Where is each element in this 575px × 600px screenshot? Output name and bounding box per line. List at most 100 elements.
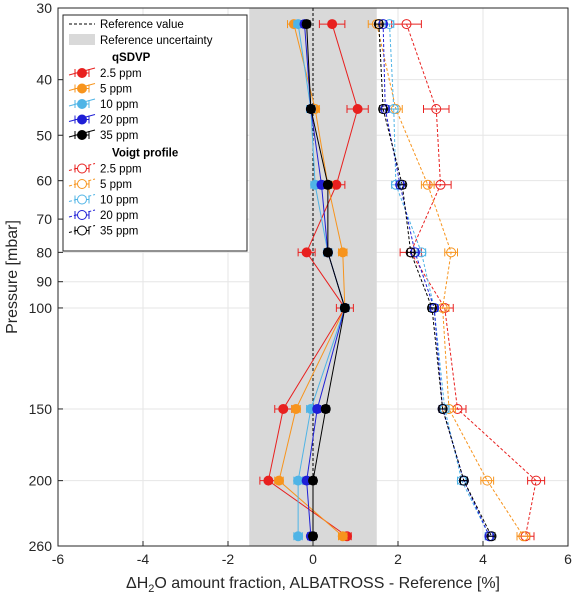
data-point bbox=[293, 475, 304, 486]
y-tick-label: 260 bbox=[29, 538, 53, 554]
y-tick-label: 200 bbox=[29, 473, 53, 489]
data-point bbox=[518, 531, 529, 542]
legend-marker bbox=[77, 179, 87, 189]
legend-series-label: 2.5 ppm bbox=[100, 164, 142, 176]
data-point bbox=[312, 403, 323, 414]
data-point bbox=[308, 475, 318, 486]
data-point bbox=[339, 302, 350, 313]
data-point bbox=[531, 475, 542, 486]
series-line bbox=[278, 23, 346, 537]
data-point bbox=[293, 531, 304, 542]
data-point bbox=[482, 475, 493, 486]
data-point bbox=[337, 531, 348, 542]
legend-series-label: 2.5 ppm bbox=[100, 68, 142, 80]
data-point bbox=[263, 475, 274, 486]
data-point bbox=[435, 179, 446, 190]
legend-series-line bbox=[68, 178, 96, 187]
series-voigt-35-ppm bbox=[373, 19, 497, 542]
data-point bbox=[320, 403, 331, 414]
data-point bbox=[274, 475, 284, 486]
legend-series-line bbox=[68, 163, 96, 171]
y-tick-label: 60 bbox=[36, 173, 52, 189]
y-tick-label: 70 bbox=[36, 211, 52, 227]
data-point bbox=[378, 104, 389, 115]
legend-marker bbox=[77, 225, 87, 236]
data-point bbox=[437, 403, 448, 414]
series-line bbox=[376, 23, 524, 537]
legend-series-label: 10 ppm bbox=[100, 99, 138, 111]
x-tick-label: 0 bbox=[309, 551, 317, 567]
legend-series-line bbox=[68, 209, 96, 218]
ticks: -6 -4 -2 0 2 4 6 30 40 50 60 70 80 90 100 150 200 260 bbox=[29, 0, 572, 567]
data-point bbox=[397, 179, 408, 190]
legend-marker bbox=[77, 194, 87, 205]
legend-marker bbox=[77, 68, 87, 78]
y-tick-label: 40 bbox=[36, 72, 52, 88]
x-axis-label-suffix: O amount fraction, ALBATROSS - Reference… bbox=[154, 575, 500, 592]
data-point bbox=[322, 179, 333, 190]
x-tick-label: -6 bbox=[52, 551, 65, 567]
legend-reference-value-label: Reference value bbox=[100, 19, 184, 31]
data-point bbox=[486, 531, 497, 542]
data-point bbox=[401, 19, 412, 30]
series-line bbox=[306, 24, 346, 537]
y-tick-label: 100 bbox=[29, 300, 53, 316]
legend-series-label: 5 ppm bbox=[100, 179, 132, 191]
data-point bbox=[422, 179, 433, 190]
series-line bbox=[267, 23, 359, 537]
y-axis-label: Pressure [mbar] bbox=[4, 220, 21, 334]
legend-marker bbox=[77, 114, 87, 125]
legend-reference-uncertainty-symbol bbox=[69, 34, 95, 45]
data-point bbox=[305, 104, 316, 115]
legend-series-label: 10 ppm bbox=[100, 195, 138, 207]
data-point bbox=[308, 531, 318, 542]
legend-series-label: 20 ppm bbox=[100, 115, 138, 127]
legend-box bbox=[62, 14, 248, 252]
data-point bbox=[458, 475, 469, 486]
data-point bbox=[431, 104, 442, 115]
y-tick-label: 80 bbox=[36, 244, 52, 260]
data-point bbox=[405, 247, 416, 258]
legend-series-label: 35 ppm bbox=[100, 130, 138, 142]
x-tick-label: 6 bbox=[564, 551, 572, 567]
legend-group-title: Voigt profile bbox=[112, 148, 178, 160]
data-point bbox=[322, 247, 333, 258]
x-tick-label: -4 bbox=[137, 551, 150, 567]
series-line bbox=[382, 24, 490, 537]
data-point bbox=[337, 247, 348, 258]
y-tick-label: 30 bbox=[36, 0, 52, 16]
data-point bbox=[446, 247, 457, 258]
data-point bbox=[301, 247, 312, 258]
data-point bbox=[373, 19, 384, 30]
legend-marker bbox=[77, 130, 87, 140]
data-point bbox=[352, 104, 363, 115]
legend-series-line bbox=[68, 225, 96, 233]
series-layer bbox=[259, 19, 546, 542]
y-tick-label: 90 bbox=[36, 274, 52, 290]
legend-reference-uncertainty-label: Reference uncertainty bbox=[100, 35, 213, 47]
legend-group-title: qSDVP bbox=[112, 52, 151, 64]
x-axis-label-subscript: 2 bbox=[148, 583, 154, 595]
data-point bbox=[327, 19, 338, 30]
y-tick-label: 150 bbox=[29, 401, 53, 417]
series-line bbox=[378, 24, 492, 537]
series-qsdvp-35-ppm bbox=[301, 19, 350, 542]
legend-series-label: 20 ppm bbox=[100, 210, 138, 222]
x-tick-label: 4 bbox=[479, 551, 487, 567]
x-tick-label: -2 bbox=[222, 551, 235, 567]
data-point bbox=[278, 403, 289, 414]
x-tick-label: 2 bbox=[394, 551, 402, 567]
reference-uncertainty-band bbox=[249, 8, 377, 546]
data-point bbox=[301, 19, 312, 30]
legend-marker bbox=[77, 210, 87, 220]
series-line bbox=[389, 24, 490, 537]
x-axis-label-prefix: ΔH bbox=[126, 575, 148, 592]
y-tick-label: 50 bbox=[36, 127, 52, 143]
legend-marker bbox=[77, 99, 87, 109]
legend-series-label: 5 ppm bbox=[100, 84, 132, 96]
data-point bbox=[427, 302, 437, 313]
legend-series-line bbox=[68, 194, 96, 202]
legend-series-label: 35 ppm bbox=[100, 226, 138, 238]
legend-marker bbox=[77, 163, 87, 174]
